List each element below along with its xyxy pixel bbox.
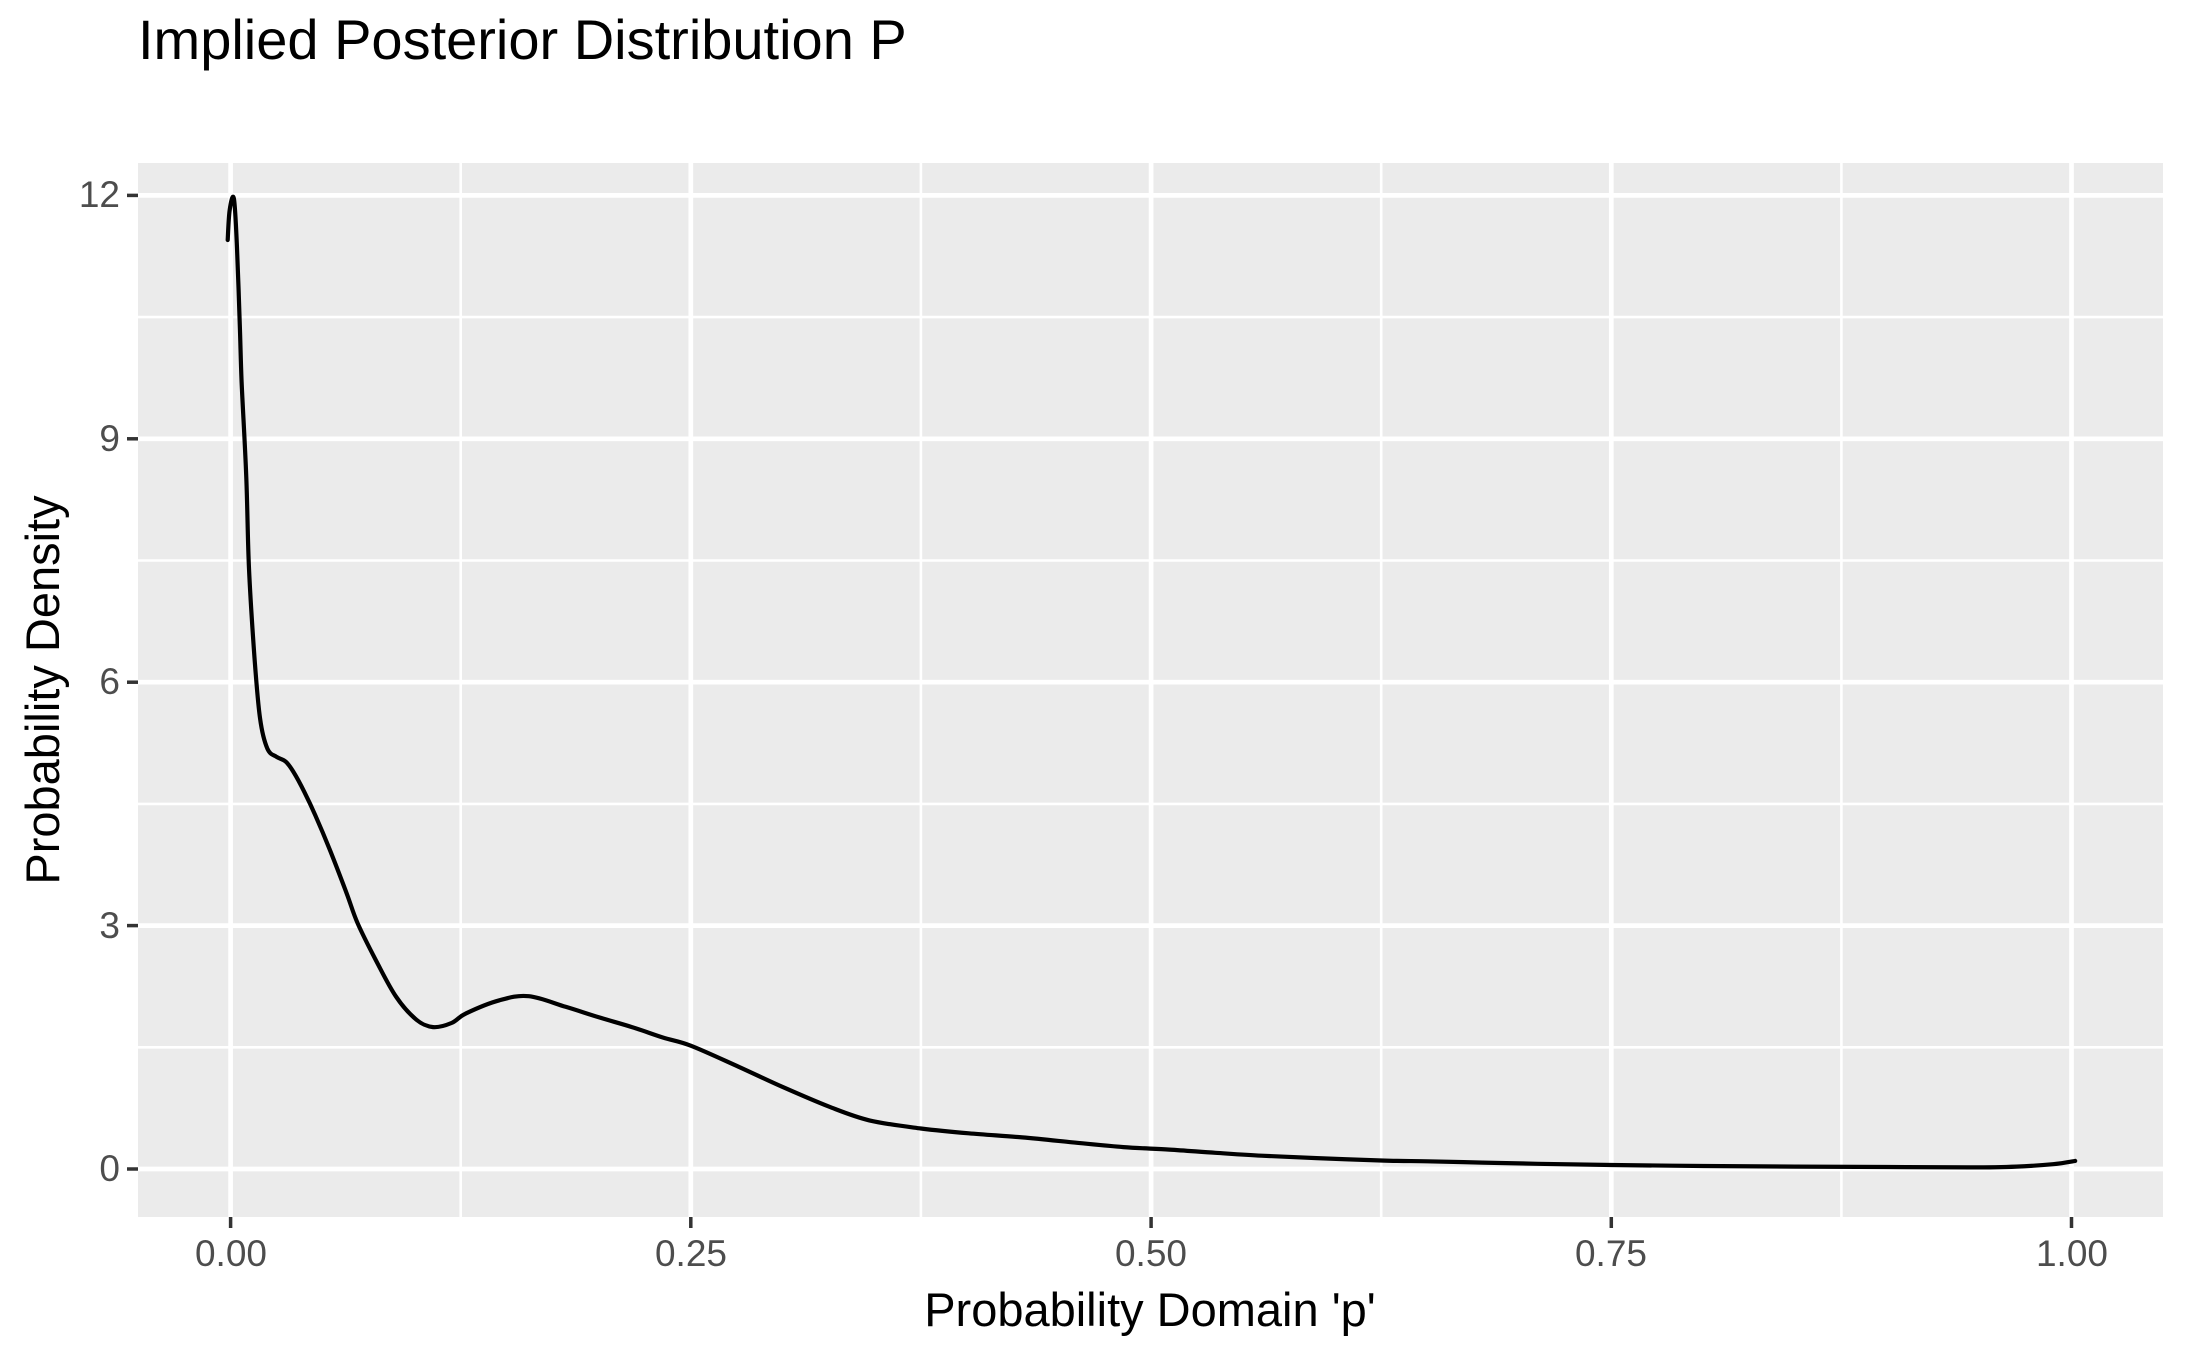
x-tick-label-0.25: 0.25 — [654, 1233, 727, 1274]
y-tick-label-12: 12 — [78, 174, 120, 215]
y-tick-label-6: 6 — [99, 661, 120, 702]
y-tick-label-0: 0 — [99, 1148, 120, 1189]
x-axis-title: Probability Domain 'p' — [924, 1283, 1376, 1336]
x-tick-label-1.00: 1.00 — [2035, 1233, 2108, 1274]
x-tick-label-0.50: 0.50 — [1114, 1233, 1187, 1274]
density-curve — [225, 194, 2078, 1170]
y-tick-label-3: 3 — [99, 905, 120, 946]
plot-title: Implied Posterior Distribution P — [138, 8, 907, 71]
y-axis-title-text: Probability Density — [16, 495, 69, 885]
axis-tick-marks — [127, 193, 2074, 1228]
x-tick-label-0.75: 0.75 — [1574, 1233, 1647, 1274]
major-gridlines — [138, 163, 2163, 1217]
x-tick-label-0.00: 0.00 — [194, 1233, 267, 1274]
y-tick-label-9: 9 — [99, 418, 120, 459]
